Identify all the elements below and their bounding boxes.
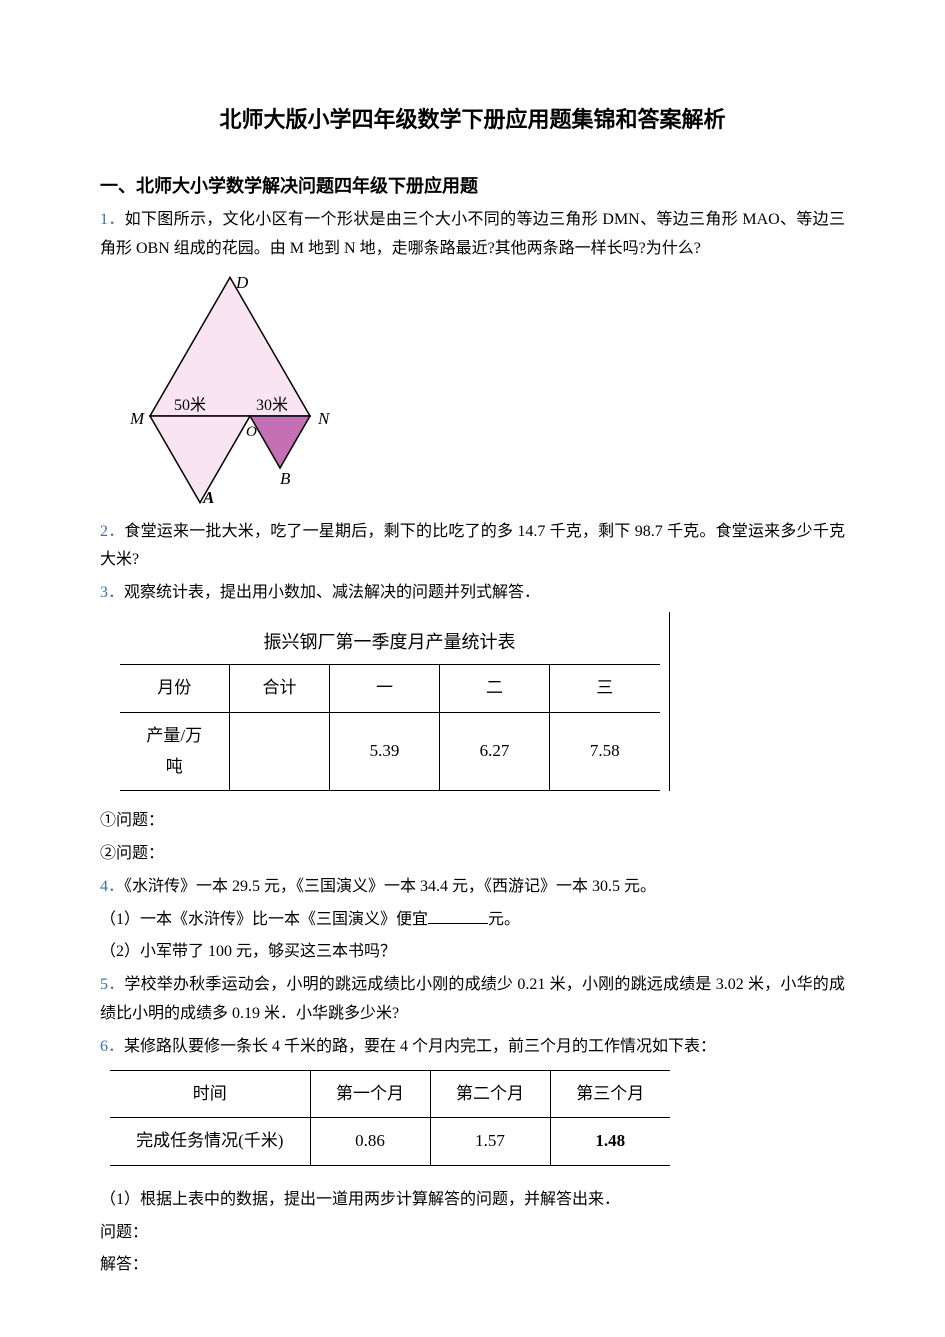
problem-4: 4．《水浒传》一本 29.5 元，《三国演义》一本 34.4 元，《西游记》一本… xyxy=(100,873,845,902)
triangle-obn xyxy=(250,416,310,468)
problem-3: 3．观察统计表，提出用小数加、减法解决的问题并列式解答． xyxy=(100,579,845,608)
q5-text: 学校举办秋季运动会，小明的跳远成绩比小刚的成绩少 0.21 米，小刚的跳远成绩是… xyxy=(100,976,845,1022)
tbl1-v1: 5.39 xyxy=(330,712,440,790)
q6-q-label: 问题： xyxy=(100,1224,148,1241)
q4-number: 4． xyxy=(100,878,124,895)
q4-sub2-text: （2）小军带了 100 元，够买这三本书吗？ xyxy=(100,943,396,960)
q5-number: 5． xyxy=(100,976,124,993)
q4-sub1-tail: 元。 xyxy=(488,911,520,928)
tbl2-v0: 0.86 xyxy=(310,1118,430,1166)
q6-sub1: （1）根据上表中的数据，提出一道用两步计算解答的问题，并解答出来． xyxy=(100,1186,845,1215)
label-m: M xyxy=(130,409,145,428)
table2: 时间 第一个月 第二个月 第三个月 完成任务情况(千米) 0.86 1.57 1… xyxy=(110,1070,670,1166)
q6-number: 6． xyxy=(100,1038,124,1055)
tbl1-h4: 三 xyxy=(550,665,660,713)
q4-text: 《水浒传》一本 29.5 元，《三国演义》一本 34.4 元，《西游记》一本 3… xyxy=(124,878,656,895)
problem-6: 6．某修路队要修一条长 4 千米的路，要在 4 个月内完工，前三个月的工作情况如… xyxy=(100,1033,845,1062)
q4-sub2: （2）小军带了 100 元，够买这三本书吗？ xyxy=(100,938,845,967)
section-heading: 一、北师大小学数学解决问题四年级下册应用题 xyxy=(100,170,845,202)
tbl1-h1: 合计 xyxy=(230,665,330,713)
circled-2: ②问题： xyxy=(100,840,164,869)
tbl1-h2: 一 xyxy=(330,665,440,713)
q3-text: 观察统计表，提出用小数加、减法解决的问题并列式解答． xyxy=(124,584,540,601)
label-on-edge: 30米 xyxy=(256,396,288,414)
q4-sub1: （1）一本《水浒传》比一本《三国演义》便宜 元。 xyxy=(100,906,845,935)
q3-sub2: ②问题： xyxy=(100,840,845,869)
label-a: A xyxy=(202,488,214,506)
triangle-dmn xyxy=(150,277,310,416)
tbl2-h2: 第二个月 xyxy=(430,1070,550,1118)
tbl2-h1: 第一个月 xyxy=(310,1070,430,1118)
tbl1-v2: 6.27 xyxy=(440,712,550,790)
q2-number: 2． xyxy=(100,523,124,540)
table1: 月份 合计 一 二 三 产量/万吨 5.39 6.27 7.58 xyxy=(120,664,660,791)
tbl1-rowlabel: 产量/万吨 xyxy=(120,712,230,790)
table1-title: 振兴钢厂第一季度月产量统计表 xyxy=(110,626,669,658)
q6-a-label: 解答： xyxy=(100,1256,148,1273)
blank-line xyxy=(428,923,488,924)
triangle-diagram: D M N O A B 50米 30米 xyxy=(130,276,845,506)
problem-1: 1．如下图所示，文化小区有一个形状是由三个大小不同的等边三角形 DMN、等边三角… xyxy=(100,206,845,264)
q3-sub1: ①问题： xyxy=(100,807,845,836)
q6-sub1-text: （1）根据上表中的数据，提出一道用两步计算解答的问题，并解答出来． xyxy=(100,1191,620,1208)
q6-a: 解答： xyxy=(100,1251,845,1280)
problem-2: 2．食堂运来一批大米，吃了一星期后，剩下的比吃了的多 14.7 千克，剩下 98… xyxy=(100,518,845,576)
label-b: B xyxy=(280,469,291,488)
q6-q: 问题： xyxy=(100,1219,845,1248)
tbl1-v0 xyxy=(230,712,330,790)
tbl1-h3: 二 xyxy=(440,665,550,713)
label-n: N xyxy=(317,409,331,428)
q1-text: 如下图所示，文化小区有一个形状是由三个大小不同的等边三角形 DMN、等边三角形 … xyxy=(100,211,845,257)
label-mo-edge: 50米 xyxy=(174,396,206,414)
table1-wrapper: 振兴钢厂第一季度月产量统计表 月份 合计 一 二 三 产量/万吨 5.39 6.… xyxy=(110,612,670,791)
page-title: 北师大版小学四年级数学下册应用题集锦和答案解析 xyxy=(100,100,845,140)
q3-number: 3． xyxy=(100,584,124,601)
triangle-mao xyxy=(150,416,250,503)
tbl2-h3: 第三个月 xyxy=(550,1070,670,1118)
tbl2-v1: 1.57 xyxy=(430,1118,550,1166)
q6-text: 某修路队要修一条长 4 千米的路，要在 4 个月内完工，前三个月的工作情况如下表… xyxy=(124,1038,716,1055)
tbl1-v3: 7.58 xyxy=(550,712,660,790)
circled-1: ①问题： xyxy=(100,807,164,836)
label-o: O xyxy=(246,424,257,440)
tbl2-rowlabel: 完成任务情况(千米) xyxy=(110,1118,310,1166)
tbl2-h0: 时间 xyxy=(110,1070,310,1118)
q4-sub1-text: （1）一本《水浒传》比一本《三国演义》便宜 xyxy=(100,911,428,928)
q2-text: 食堂运来一批大米，吃了一星期后，剩下的比吃了的多 14.7 千克，剩下 98.7… xyxy=(100,523,845,569)
tbl1-h0: 月份 xyxy=(120,665,230,713)
tbl2-v2: 1.48 xyxy=(550,1118,670,1166)
label-d: D xyxy=(235,276,249,292)
problem-5: 5．学校举办秋季运动会，小明的跳远成绩比小刚的成绩少 0.21 米，小刚的跳远成… xyxy=(100,971,845,1029)
q1-number: 1． xyxy=(100,211,125,228)
